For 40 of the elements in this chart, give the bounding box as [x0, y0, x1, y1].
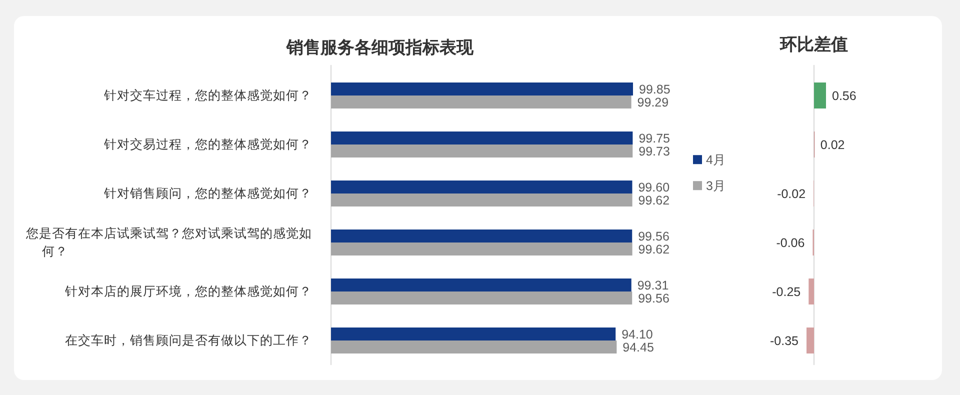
y-tick-label: 针对交易过程，您的整体感觉如何？	[103, 136, 312, 152]
bar	[331, 340, 617, 354]
data-label: 99.29	[637, 96, 669, 110]
chart-title: 销售服务各细项指标表现	[286, 38, 474, 57]
data-label: 99.56	[638, 292, 670, 306]
data-label: -0.35	[770, 334, 799, 348]
data-label: 99.85	[639, 82, 670, 96]
data-label: 0.02	[820, 138, 845, 152]
data-label: 99.62	[638, 242, 670, 256]
y-tick-label: 针对交车过程，您的整体感觉如何？	[103, 88, 312, 102]
bar	[331, 132, 633, 144]
bar	[331, 230, 632, 242]
y-tick-label: 针对本店的展厅环境，您的整体感觉如何？	[64, 284, 312, 298]
data-label: 99.60	[638, 180, 670, 194]
bar	[331, 242, 632, 256]
legend-label: 4月	[706, 153, 726, 168]
bar	[331, 194, 632, 206]
data-label: 94.10	[622, 328, 653, 342]
chart-title: 环比差值	[779, 35, 848, 54]
data-label: -0.06	[776, 236, 805, 250]
data-label: -0.25	[772, 285, 801, 299]
bar	[331, 96, 632, 108]
data-label: 0.56	[832, 89, 856, 103]
y-tick-label: 在交车时，销售顾问是否有做以下的工作？	[65, 332, 312, 348]
bar	[331, 328, 616, 340]
data-label: 99.75	[638, 132, 670, 146]
y-tick-label: 针对销售顾问，您的整体感觉如何？	[103, 186, 312, 200]
bar	[331, 82, 633, 96]
data-label: 99.62	[638, 194, 670, 208]
legend-label: 3月	[706, 179, 726, 194]
data-label: 99.31	[637, 278, 669, 292]
data-label: 99.56	[638, 230, 670, 244]
bar	[331, 180, 632, 194]
y-tick-label: 您是否有在本店试乘试驾？您对试乘试驾的感觉如何？	[25, 226, 312, 258]
bar	[331, 144, 633, 158]
data-label: 94.45	[622, 340, 654, 354]
bar	[331, 292, 632, 304]
data-label: 99.73	[638, 144, 670, 158]
bar	[331, 278, 632, 292]
data-label: -0.02	[777, 187, 806, 201]
